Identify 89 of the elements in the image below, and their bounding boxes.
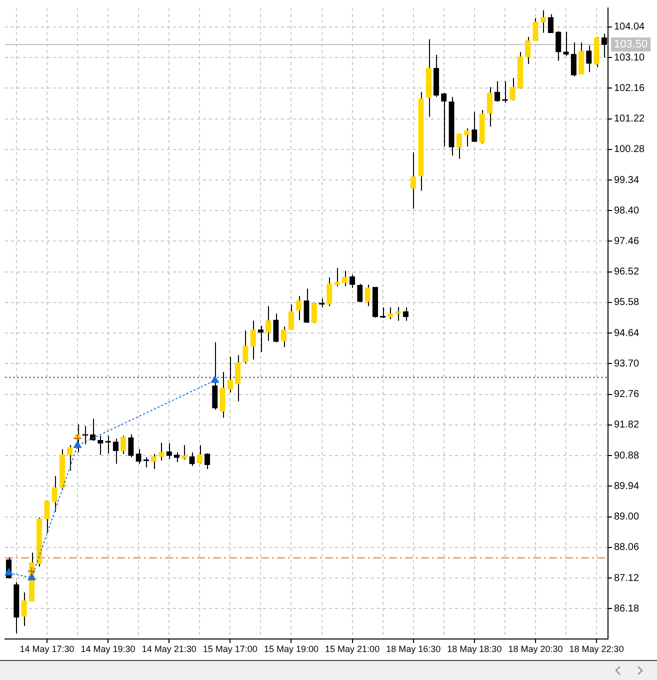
candlestick	[510, 78, 516, 101]
candlestick	[578, 42, 584, 75]
y-tick-label: 92.76	[614, 389, 640, 400]
y-tick-label: 93.70	[614, 358, 640, 370]
y-tick-label: 89.00	[614, 512, 640, 523]
y-tick-label: 91.82	[614, 420, 640, 431]
x-tick-label: 15 May 21:00	[325, 644, 380, 654]
candlestick	[112, 438, 119, 464]
candlestick	[273, 313, 279, 343]
x-tick-label: 18 May 16:30	[386, 644, 441, 654]
candlestick	[136, 448, 142, 464]
y-tick-label: 95.58	[614, 297, 640, 308]
y-tick-label: 90.88	[614, 450, 640, 462]
candlestick	[151, 453, 157, 470]
candlestick	[158, 442, 164, 461]
candlestick	[502, 80, 508, 104]
candlestick	[570, 42, 576, 77]
candlestick	[486, 86, 493, 128]
x-tick-label: 14 May 17:30	[20, 644, 74, 654]
y-tick-label: 86.18	[614, 603, 640, 614]
y-tick-label: 102.16	[614, 82, 646, 94]
candlestick	[540, 10, 546, 34]
candlestick	[212, 342, 218, 410]
candlestick	[204, 452, 210, 470]
candlestick	[296, 295, 302, 321]
x-tick-label: 15 May 19:00	[264, 644, 319, 654]
candlestick	[98, 435, 104, 456]
y-tick-label: 104.04	[614, 22, 646, 33]
candlestick	[410, 152, 416, 210]
candlestick	[166, 442, 172, 460]
y-tick-label: 88.06	[614, 542, 640, 554]
candlestick	[388, 306, 394, 320]
candlestick	[234, 354, 241, 402]
candlestick	[128, 434, 134, 458]
point	[4, 568, 13, 576]
point	[210, 376, 219, 383]
candlestick	[525, 36, 531, 65]
candlestick	[189, 452, 195, 467]
candlestick	[548, 14, 554, 34]
candlestick	[280, 326, 286, 348]
candlestick	[196, 444, 202, 464]
y-tick-label: 103.10	[614, 52, 646, 64]
candlestick	[464, 128, 470, 147]
x-tick-label: 18 May 22:30	[569, 644, 624, 654]
candlestick	[242, 330, 248, 364]
candlestick	[441, 92, 447, 147]
candlestick	[357, 283, 363, 302]
ref-line-label: 103.50	[614, 38, 648, 51]
candlestick	[227, 356, 233, 393]
y-tick-label: 96.52	[614, 266, 640, 278]
y-tick-label: 97.46	[614, 236, 640, 247]
candlestick	[250, 320, 256, 360]
candlestick	[288, 304, 294, 330]
candlestick	[311, 302, 317, 324]
x-tick-label: 18 May 18:30	[447, 644, 502, 654]
candlestick	[342, 270, 348, 287]
candlestick	[364, 284, 370, 307]
candlestick	[266, 306, 272, 342]
candlestick	[494, 80, 500, 102]
candlestick	[220, 371, 226, 418]
candlestick	[456, 133, 462, 160]
y-tick-label: 101.22	[614, 114, 646, 125]
y-tick-label: 99.34	[614, 174, 640, 186]
candlestick	[532, 18, 538, 42]
y-tick-label: 89.94	[614, 480, 640, 492]
candlestick	[563, 31, 569, 56]
y-tick-label: 98.40	[614, 205, 640, 216]
candlestick	[258, 325, 264, 353]
candlestick	[326, 276, 332, 307]
x-tick-label: 18 May 20:30	[508, 644, 563, 654]
candlestick	[44, 500, 50, 534]
x-tick-label: 14 May 21:30	[142, 644, 196, 654]
candlestick	[52, 476, 58, 512]
candlestick	[556, 30, 562, 62]
candlestick	[174, 452, 180, 463]
candlestick	[586, 44, 592, 73]
x-tick-label: 15 May 17:00	[202, 644, 258, 654]
candlestick	[21, 592, 27, 626]
y-tick-label: 100.28	[614, 144, 646, 156]
candlestick	[472, 111, 478, 142]
x-tick-label: 14 May 19:30	[80, 644, 136, 654]
point	[28, 573, 36, 580]
candlestick	[120, 435, 126, 454]
y-tick-label: 87.12	[614, 572, 640, 584]
point	[74, 441, 82, 448]
candlestick	[67, 444, 73, 472]
candlestick	[334, 267, 340, 287]
y-tick-label: 94.64	[614, 328, 640, 339]
candlestick	[304, 288, 310, 324]
